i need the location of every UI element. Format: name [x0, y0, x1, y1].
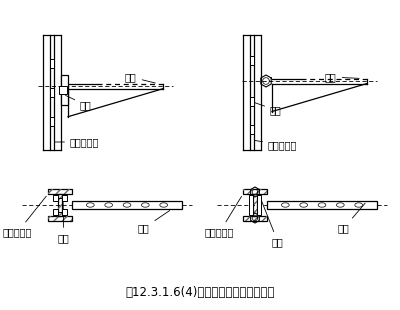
Ellipse shape [355, 203, 362, 207]
Bar [243, 189, 267, 194]
Bar [48, 216, 72, 221]
Bar [72, 201, 182, 209]
Bar [62, 195, 67, 201]
Text: 螺栓: 螺栓 [255, 103, 282, 115]
Bar [59, 86, 67, 94]
Text: 工字钢立柱: 工字钢立柱 [255, 140, 297, 150]
Bar [50, 117, 54, 126]
Text: 托臂: 托臂 [125, 72, 155, 83]
Bar [267, 201, 377, 209]
Ellipse shape [105, 203, 112, 207]
Ellipse shape [300, 203, 308, 207]
Text: 工字钢立柱: 工字钢立柱 [55, 137, 99, 147]
Text: 螺栓: 螺栓 [58, 202, 70, 243]
Ellipse shape [318, 203, 326, 207]
Text: 托臂: 托臂 [138, 210, 170, 233]
Bar [243, 216, 267, 221]
Bar [249, 195, 253, 215]
Bar [48, 216, 72, 221]
Ellipse shape [160, 203, 168, 207]
Text: 托臂: 托臂 [338, 203, 365, 233]
Bar [53, 209, 58, 215]
Bar [50, 88, 54, 97]
Bar [61, 75, 68, 105]
Ellipse shape [142, 203, 149, 207]
Ellipse shape [282, 203, 289, 207]
Ellipse shape [86, 203, 94, 207]
Text: 托臂: 托臂 [325, 72, 359, 82]
Bar [250, 125, 254, 134]
Bar [48, 189, 72, 194]
Bar [48, 189, 72, 194]
Bar [62, 209, 67, 215]
Bar [243, 216, 267, 221]
Text: 工字钢立柱: 工字钢立柱 [3, 196, 46, 237]
Ellipse shape [123, 203, 131, 207]
Ellipse shape [336, 203, 344, 207]
Text: 图12.3.1.6(4)托臂在工字钢立柱上安装: 图12.3.1.6(4)托臂在工字钢立柱上安装 [125, 286, 275, 299]
Bar [53, 195, 58, 201]
Bar [58, 194, 62, 216]
Bar [253, 194, 257, 216]
Bar [243, 189, 267, 194]
Text: 工字钢立柱: 工字钢立柱 [205, 196, 242, 237]
Bar [253, 194, 257, 216]
Bar [257, 195, 261, 215]
Text: 螺栓: 螺栓 [66, 95, 92, 110]
Bar [50, 59, 54, 68]
Bar [58, 194, 62, 216]
Bar [250, 56, 254, 65]
Text: 螺栓: 螺栓 [259, 195, 284, 247]
Bar [250, 97, 254, 106]
